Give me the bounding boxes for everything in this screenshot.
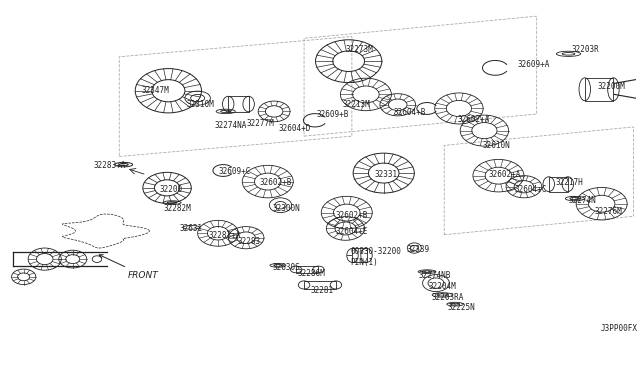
Text: 32274N: 32274N xyxy=(568,196,596,205)
Text: 32602+B: 32602+B xyxy=(259,178,292,187)
Bar xyxy=(353,248,367,262)
Text: 32610N: 32610N xyxy=(483,141,510,150)
Text: 32200: 32200 xyxy=(159,185,182,194)
Text: 32300N: 32300N xyxy=(272,203,300,213)
Text: 32609+B: 32609+B xyxy=(317,109,349,119)
Text: 32604+B: 32604+B xyxy=(394,108,426,117)
Text: 32273M: 32273M xyxy=(346,45,373,54)
Text: 32286M: 32286M xyxy=(298,269,326,278)
Text: 32282M: 32282M xyxy=(164,203,191,213)
Bar xyxy=(296,266,319,273)
Text: 32225N: 32225N xyxy=(447,302,475,312)
Bar xyxy=(585,78,614,101)
Text: 32604+C: 32604+C xyxy=(515,185,547,194)
Text: 32283+A: 32283+A xyxy=(209,231,241,240)
Bar xyxy=(304,281,336,289)
Text: 32276M: 32276M xyxy=(594,207,621,217)
Bar xyxy=(228,96,248,112)
Text: 32204M: 32204M xyxy=(428,282,456,291)
Text: 32310M: 32310M xyxy=(186,100,214,109)
Text: 32274NB: 32274NB xyxy=(419,271,451,280)
Text: 32203R: 32203R xyxy=(572,45,600,54)
Text: 32331: 32331 xyxy=(374,170,397,179)
Text: 32277M: 32277M xyxy=(246,119,275,128)
Text: 32283+A: 32283+A xyxy=(94,161,126,170)
Text: 32200M: 32200M xyxy=(597,82,625,91)
Text: 32630S: 32630S xyxy=(272,263,300,272)
Text: 32217H: 32217H xyxy=(556,178,584,187)
Text: 32203RA: 32203RA xyxy=(431,293,464,302)
Text: 32604+E: 32604+E xyxy=(336,227,368,235)
Text: 32602+A: 32602+A xyxy=(489,170,521,179)
Text: FRONT: FRONT xyxy=(99,255,158,280)
Text: 32213M: 32213M xyxy=(342,100,370,109)
Text: 32609+C: 32609+C xyxy=(218,167,250,176)
Bar xyxy=(548,177,568,192)
Text: J3PP00FX: J3PP00FX xyxy=(600,324,637,333)
Text: 32609+A: 32609+A xyxy=(518,60,550,69)
Text: 32339: 32339 xyxy=(406,245,429,254)
Text: 00830-32200
PIN(1): 00830-32200 PIN(1) xyxy=(351,247,401,267)
Text: 32602+A: 32602+A xyxy=(457,115,490,124)
Text: 32283: 32283 xyxy=(237,237,260,246)
Text: 32347M: 32347M xyxy=(141,86,170,94)
Text: 32274NA: 32274NA xyxy=(215,121,247,129)
Text: 32281: 32281 xyxy=(310,286,333,295)
Text: 32631: 32631 xyxy=(180,224,203,233)
Text: 32602+B: 32602+B xyxy=(336,211,368,220)
Text: 32604+D: 32604+D xyxy=(278,124,311,133)
